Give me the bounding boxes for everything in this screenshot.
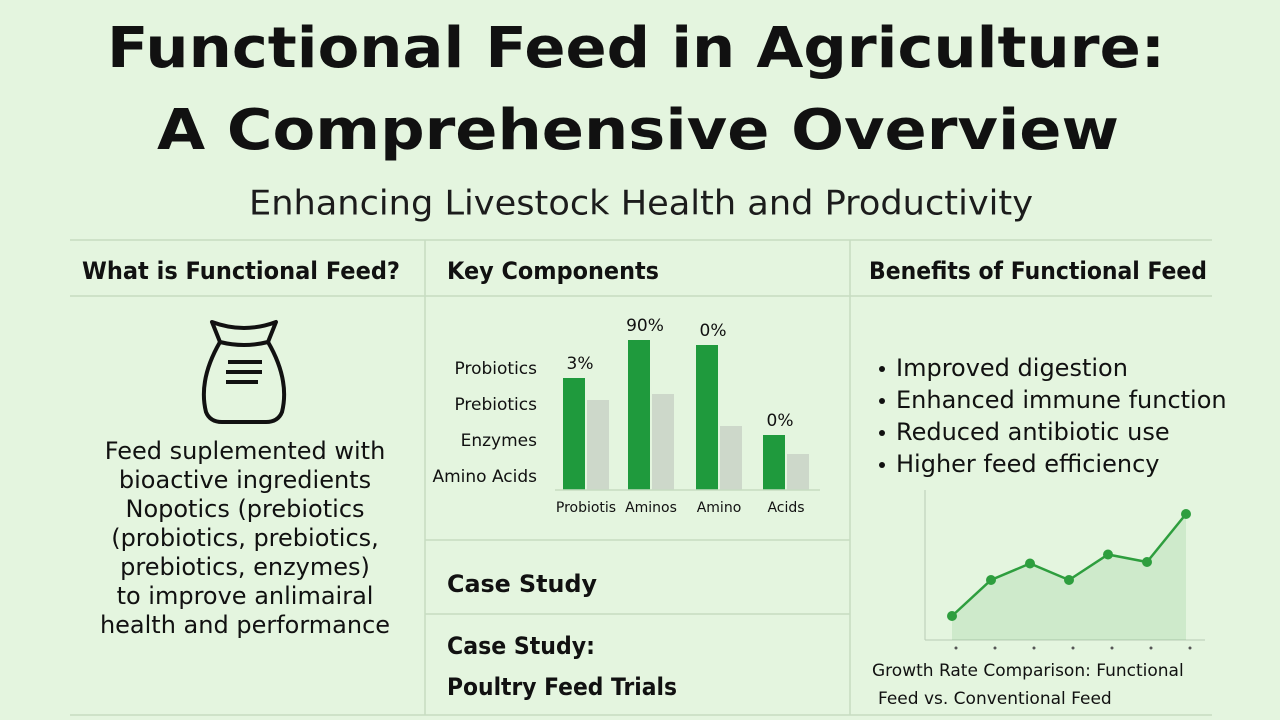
bar bbox=[720, 426, 742, 490]
body-line: bioactive ingredients bbox=[119, 466, 371, 494]
title-line: Functional Feed in Agriculture: bbox=[107, 16, 1165, 81]
chart-caption: Feed vs. Conventional Feed bbox=[878, 689, 1112, 709]
x-tick-label: Aminos bbox=[625, 500, 677, 516]
bullet-text: Improved digestion bbox=[896, 354, 1128, 382]
side-label: Probiotics bbox=[455, 359, 538, 379]
chart-caption: Growth Rate Comparison: Functional bbox=[872, 661, 1184, 681]
section-heading: Benefits of Functional Feed bbox=[869, 257, 1207, 285]
bullet-dot bbox=[879, 430, 885, 436]
x-tick-label: Amino bbox=[697, 500, 742, 516]
side-label: Amino Acids bbox=[432, 467, 537, 487]
point bbox=[947, 611, 957, 621]
body-line: Nopotics (prebiotics bbox=[125, 495, 364, 523]
bar-annotation: 0% bbox=[767, 411, 794, 431]
side-label: Prebiotics bbox=[454, 395, 537, 415]
x-tick bbox=[1110, 646, 1114, 650]
x-tick bbox=[1149, 646, 1153, 650]
section-heading: Key Components bbox=[447, 257, 659, 285]
point bbox=[986, 575, 996, 585]
subtitle: Enhancing Livestock Health and Productiv… bbox=[249, 184, 1033, 224]
body-line: (probiotics, prebiotics, bbox=[111, 524, 379, 552]
case-study-title: Poultry Feed Trials bbox=[447, 673, 677, 701]
section-heading: Case Study bbox=[447, 570, 597, 598]
bar bbox=[696, 345, 718, 490]
section-heading: What is Functional Feed? bbox=[82, 257, 400, 285]
x-tick-label: Acids bbox=[767, 500, 804, 516]
bar bbox=[563, 378, 585, 490]
bar bbox=[787, 454, 809, 490]
bullet-dot bbox=[879, 398, 885, 404]
body-line: prebiotics, enzymes) bbox=[120, 553, 370, 581]
point bbox=[1142, 557, 1152, 567]
side-label: Enzymes bbox=[461, 431, 538, 451]
case-study-title: Case Study: bbox=[447, 632, 595, 660]
point bbox=[1064, 575, 1074, 585]
x-tick-label: Probiotis bbox=[556, 500, 616, 516]
point bbox=[1181, 509, 1191, 519]
point bbox=[1103, 549, 1113, 560]
bar bbox=[652, 394, 674, 490]
bullet-dot bbox=[879, 462, 885, 468]
title-line: A Comprehensive Overview bbox=[157, 98, 1119, 163]
bar bbox=[763, 435, 785, 490]
bar bbox=[628, 340, 650, 490]
bullet-text: Higher feed efficiency bbox=[896, 450, 1159, 478]
x-tick bbox=[1071, 646, 1075, 650]
bullet-text: Reduced antibiotic use bbox=[896, 418, 1170, 446]
point bbox=[1025, 558, 1035, 569]
bar bbox=[587, 400, 609, 490]
bullet-dot bbox=[879, 366, 885, 372]
body-line: Feed suplemented with bbox=[105, 437, 386, 465]
bar-annotation: 0% bbox=[700, 321, 727, 341]
x-tick bbox=[954, 646, 958, 650]
bar-annotation: 3% bbox=[567, 354, 594, 374]
bullet-text: Enhanced immune function bbox=[896, 386, 1227, 414]
line-area bbox=[952, 514, 1186, 640]
body-line: health and performance bbox=[100, 611, 390, 639]
panel-rules bbox=[70, 239, 1212, 716]
x-tick bbox=[1188, 646, 1192, 650]
body-line: to improve anlimairal bbox=[117, 582, 374, 610]
x-tick bbox=[1032, 646, 1036, 650]
bar-annotation: 90% bbox=[626, 316, 664, 336]
feed-bag-icon bbox=[201, 320, 287, 424]
x-tick bbox=[993, 646, 997, 650]
